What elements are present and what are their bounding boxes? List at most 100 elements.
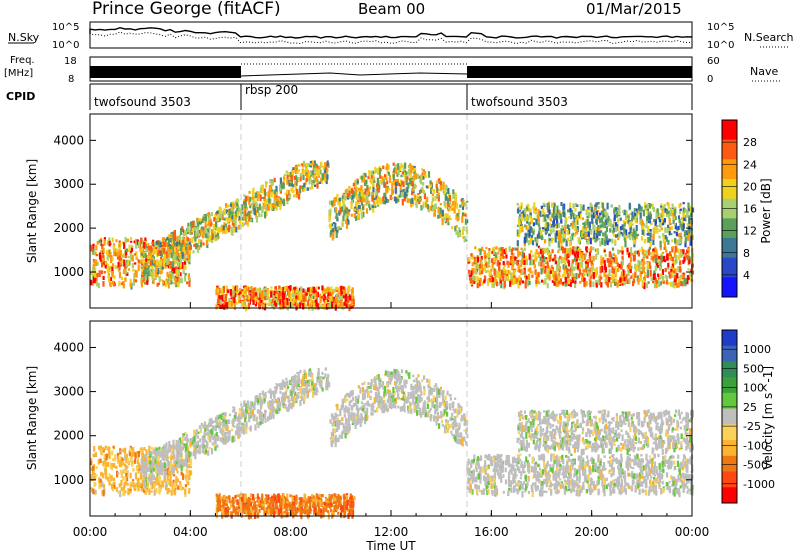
echo-cell (384, 183, 387, 189)
echo-cell (431, 197, 434, 202)
echo-cell (151, 260, 154, 265)
echo-cell (272, 414, 275, 419)
echo-cell (330, 223, 333, 227)
echo-cell (519, 278, 522, 285)
echo-cell (273, 197, 277, 203)
echo-cell (449, 217, 452, 220)
echo-cell (552, 213, 555, 219)
echo-cell (196, 449, 200, 452)
echo-cell (421, 186, 424, 190)
echo-cell (126, 465, 129, 469)
echo-cell (90, 272, 93, 276)
echo-cell (187, 470, 190, 477)
echo-cell (525, 214, 528, 222)
echo-cell (218, 216, 221, 222)
echo-cell (382, 196, 385, 202)
echo-cell (265, 294, 268, 297)
echo-cell (290, 175, 293, 183)
echo-cell (337, 287, 340, 291)
colorbar-swatch (722, 120, 737, 141)
echo-cell (446, 198, 450, 205)
echo-cell (640, 218, 643, 226)
echo-cell (543, 227, 546, 231)
echo-cell (237, 224, 241, 230)
echo-cell (179, 240, 182, 244)
echo-cell (322, 290, 325, 295)
echo-cell (262, 202, 265, 210)
echo-cell (589, 237, 592, 245)
echo-cell (691, 253, 695, 258)
echo-cell (455, 225, 458, 228)
echo-cell (519, 214, 522, 217)
echo-cell (573, 257, 576, 262)
echo-cell (422, 182, 425, 186)
echo-cell (557, 241, 560, 248)
echo-cell (339, 227, 342, 230)
echo-cell (134, 452, 137, 459)
echo-cell (662, 206, 665, 211)
echo-cell (585, 219, 588, 223)
echo-cell (135, 242, 138, 249)
echo-cell (118, 245, 121, 252)
cpid-panel: CPID twofsound 3503 rbsp 200 twofsound 3… (6, 83, 693, 110)
echo-cell (153, 483, 156, 490)
echo-cell (182, 239, 185, 244)
echo-cell (592, 272, 595, 279)
echo-cell (405, 193, 408, 197)
echo-cell (134, 279, 138, 283)
echo-cell (190, 230, 193, 235)
echo-cell (125, 469, 128, 475)
echo-cell (127, 488, 130, 496)
echo-cell (174, 463, 177, 470)
echo-cell (103, 271, 106, 274)
echo-cell (136, 478, 139, 486)
echo-cell (215, 289, 218, 296)
echo-cell (664, 267, 667, 273)
echo-cell (588, 278, 591, 282)
echo-cell (494, 278, 497, 285)
echo-cell (140, 280, 143, 288)
echo-cell (379, 199, 382, 203)
echo-cell (386, 186, 389, 189)
echo-cell (278, 293, 281, 297)
echo-cell (576, 251, 579, 258)
echo-cell (577, 273, 581, 279)
echo-cell (124, 476, 127, 481)
echo-cell (353, 191, 356, 198)
echo-cell (525, 275, 528, 280)
echo-cell (343, 211, 346, 215)
echo-cell (564, 225, 567, 232)
echo-cell (596, 232, 599, 240)
echo-cell (265, 198, 268, 203)
echo-cell (245, 220, 248, 225)
echo-cell (126, 473, 129, 478)
echo-cell (470, 253, 473, 257)
echo-cell (538, 254, 541, 258)
echo-cell (237, 212, 240, 216)
echo-cell (612, 229, 615, 234)
echo-cell (491, 277, 495, 283)
y-tick-label: 1000 (53, 265, 84, 279)
echo-cell (291, 300, 294, 308)
echo-cell (108, 452, 111, 458)
echo-cell (608, 269, 611, 276)
echo-cell (437, 195, 440, 202)
echo-cell (664, 234, 667, 240)
echo-cell (642, 225, 645, 232)
echo-cell (347, 299, 350, 302)
echo-cell (217, 298, 220, 304)
echo-cell (131, 453, 134, 457)
echo-cell (517, 250, 520, 257)
echo-cell (173, 483, 176, 488)
echo-cell (249, 415, 252, 419)
echo-cell (130, 463, 134, 467)
echo-cell (463, 236, 466, 243)
echo-cell (289, 180, 292, 183)
echo-cell (277, 410, 280, 414)
echo-cell (243, 285, 246, 289)
echo-cell (179, 481, 182, 485)
echo-cell (256, 288, 259, 293)
echo-cell (303, 183, 306, 188)
echo-cell (413, 165, 416, 168)
echo-cell (101, 254, 105, 259)
